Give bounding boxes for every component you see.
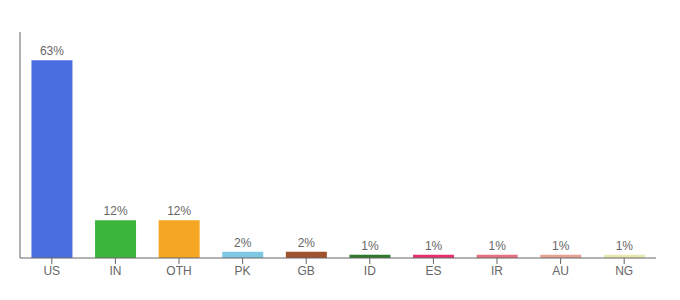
svg-text:1%: 1% — [425, 239, 443, 253]
svg-text:63%: 63% — [40, 44, 64, 58]
svg-text:2%: 2% — [234, 236, 252, 250]
svg-text:PK: PK — [235, 264, 251, 278]
svg-text:IN: IN — [109, 264, 121, 278]
svg-text:OTH: OTH — [166, 264, 191, 278]
svg-text:12%: 12% — [104, 204, 128, 218]
svg-text:1%: 1% — [361, 239, 379, 253]
svg-text:IR: IR — [491, 264, 503, 278]
svg-text:GB: GB — [298, 264, 315, 278]
svg-text:12%: 12% — [167, 204, 191, 218]
svg-text:1%: 1% — [488, 239, 506, 253]
svg-text:AU: AU — [552, 264, 569, 278]
svg-text:ID: ID — [364, 264, 376, 278]
svg-text:ES: ES — [425, 264, 441, 278]
svg-text:1%: 1% — [616, 239, 634, 253]
svg-text:1%: 1% — [552, 239, 570, 253]
svg-text:2%: 2% — [298, 236, 316, 250]
svg-text:NG: NG — [615, 264, 633, 278]
svg-text:US: US — [43, 264, 60, 278]
